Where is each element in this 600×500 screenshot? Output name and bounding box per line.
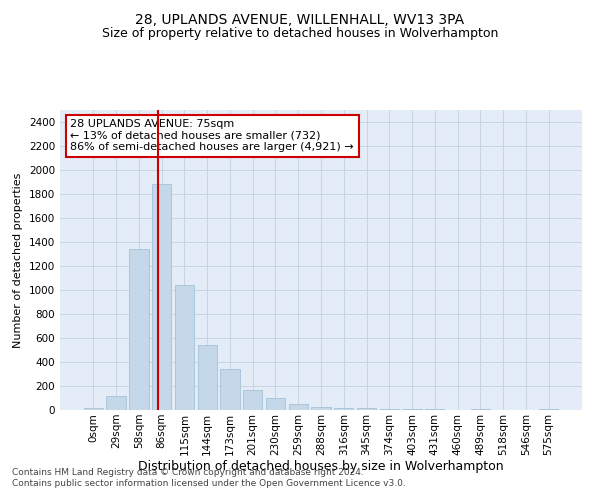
Bar bbox=[266, 398, 285, 410]
X-axis label: Distribution of detached houses by size in Wolverhampton: Distribution of detached houses by size … bbox=[138, 460, 504, 473]
Bar bbox=[243, 390, 262, 410]
Y-axis label: Number of detached properties: Number of detached properties bbox=[13, 172, 23, 348]
Text: Contains HM Land Registry data © Crown copyright and database right 2024.
Contai: Contains HM Land Registry data © Crown c… bbox=[12, 468, 406, 487]
Bar bbox=[197, 345, 217, 410]
Bar bbox=[129, 249, 149, 410]
Bar bbox=[220, 369, 239, 410]
Text: Size of property relative to detached houses in Wolverhampton: Size of property relative to detached ho… bbox=[102, 28, 498, 40]
Bar bbox=[403, 409, 422, 410]
Bar bbox=[289, 404, 308, 410]
Bar bbox=[84, 408, 103, 410]
Bar bbox=[380, 409, 399, 410]
Bar bbox=[152, 184, 172, 410]
Bar bbox=[334, 408, 353, 410]
Bar bbox=[357, 408, 376, 410]
Bar bbox=[175, 285, 194, 410]
Bar bbox=[470, 409, 490, 410]
Text: 28, UPLANDS AVENUE, WILLENHALL, WV13 3PA: 28, UPLANDS AVENUE, WILLENHALL, WV13 3PA bbox=[136, 12, 464, 26]
Text: 28 UPLANDS AVENUE: 75sqm
← 13% of detached houses are smaller (732)
86% of semi-: 28 UPLANDS AVENUE: 75sqm ← 13% of detach… bbox=[70, 119, 354, 152]
Bar bbox=[311, 407, 331, 410]
Bar bbox=[539, 409, 558, 410]
Bar bbox=[106, 396, 126, 410]
